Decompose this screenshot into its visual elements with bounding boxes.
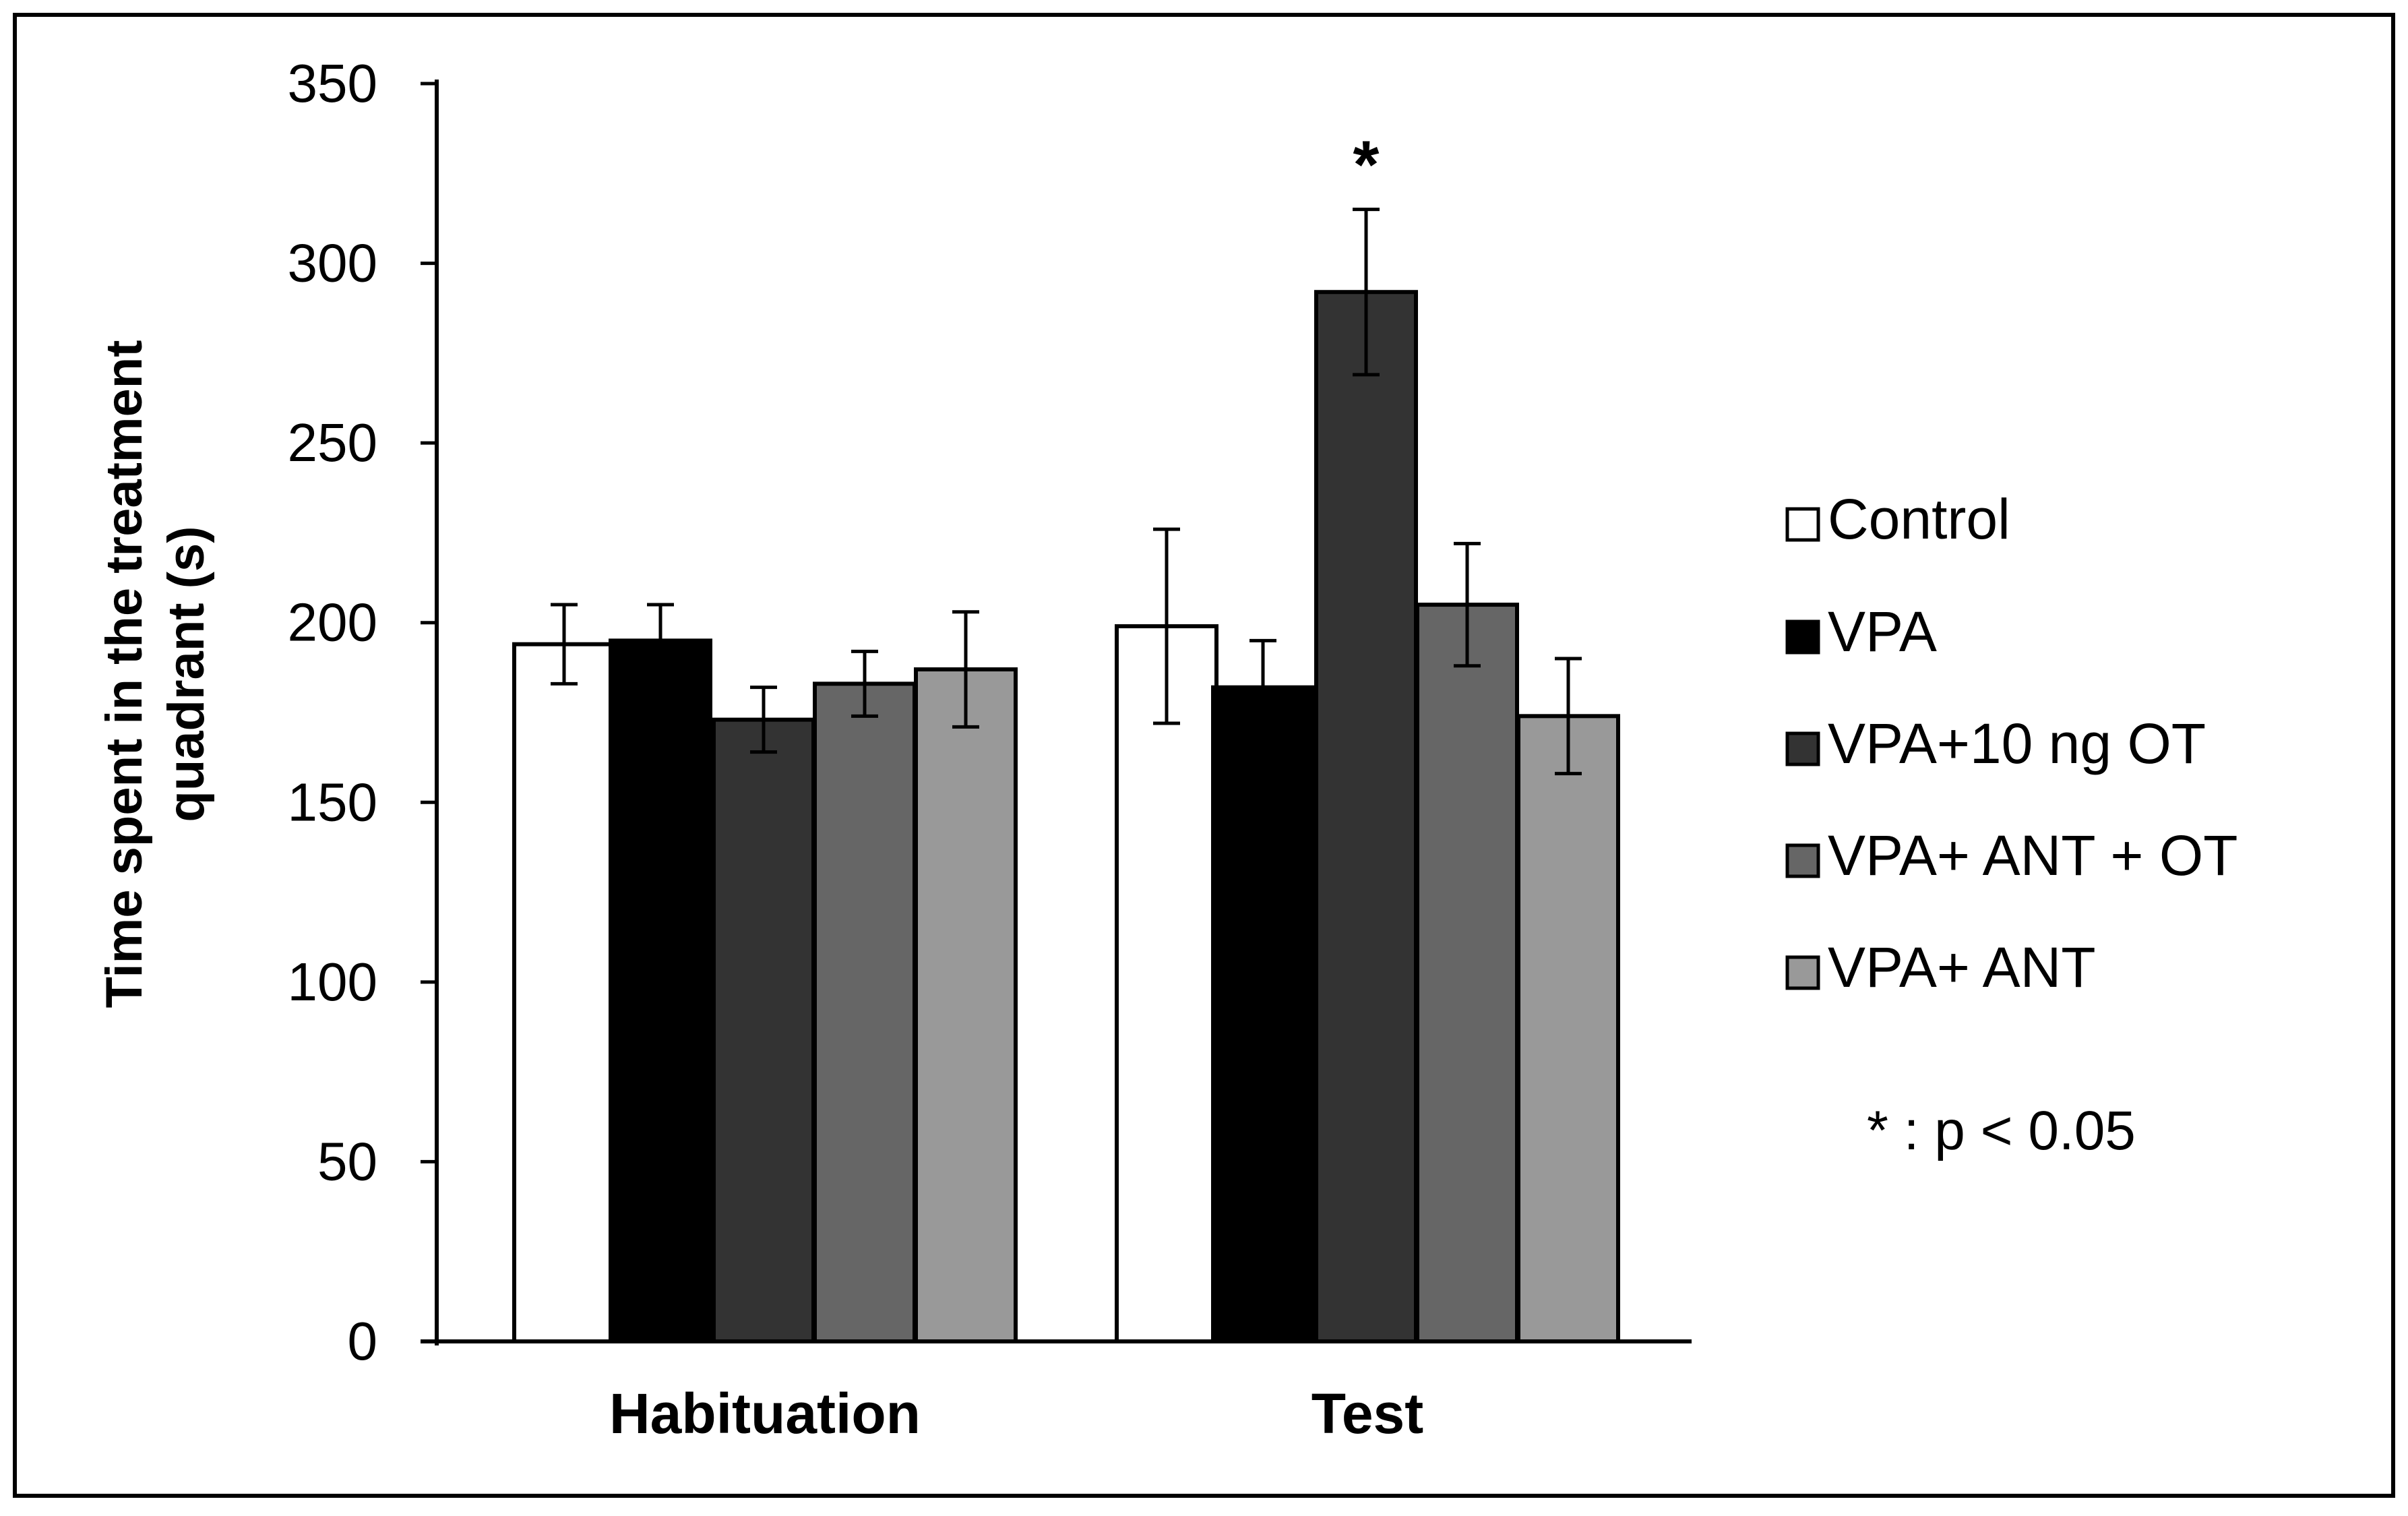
bar-test-vpa-ant (1516, 714, 1620, 1343)
legend-item-vpa-ant: VPA+ ANT (1785, 936, 2096, 999)
legend-label: VPA+ ANT + OT (1828, 824, 2237, 887)
error-bar-test-vpa-10-ng-ot (1353, 208, 1380, 377)
legend-label: VPA+10 ng OT (1828, 712, 2206, 775)
y-axis-label: Time spent in the treatment quadrant (s) (96, 340, 215, 1008)
x-axis-labels: Habituation Test (609, 1382, 1423, 1445)
bar-series (512, 290, 1620, 1344)
bar-test-control (1115, 624, 1218, 1344)
error-bar-test-vpa-ant-ot (1454, 541, 1481, 668)
error-bar-habituation-vpa-ant (952, 610, 979, 729)
bar-test-vpa-10-ng-ot (1314, 290, 1418, 1343)
legend-item-vpa-ant-ot: VPA+ ANT + OT (1785, 824, 2237, 887)
legend-label: VPA+ ANT (1828, 936, 2096, 999)
error-bar-test-vpa-ant (1555, 657, 1582, 776)
legend-item-vpa-10-ng-ot: VPA+10 ng OT (1785, 712, 2206, 775)
legend-item-control: Control (1785, 487, 2010, 551)
legend-swatch (1785, 619, 1820, 655)
bar-test-vpa (1211, 685, 1315, 1343)
y-tick-label: 350 (288, 53, 377, 113)
legend-swatch (1785, 731, 1820, 766)
bar-habituation-vpa-ant (914, 667, 1018, 1343)
bar-habituation-vpa-ant-ot (813, 681, 917, 1343)
y-axis-ticks: 0 50 100 150 200 250 300 350 (288, 53, 437, 1371)
x-label-test: Test (1311, 1382, 1423, 1445)
y-tick-label: 100 (288, 952, 377, 1012)
error-bar-habituation-vpa-10-ng-ot (750, 686, 777, 754)
legend-label: Control (1828, 487, 2010, 551)
error-bar-habituation-vpa (647, 603, 674, 679)
y-tick-label: 0 (348, 1311, 378, 1371)
legend-swatch (1785, 955, 1820, 990)
y-tick-label: 300 (288, 233, 377, 293)
y-tick-label: 150 (288, 772, 377, 832)
x-label-habituation: Habituation (609, 1382, 921, 1445)
legend-label: VPA (1828, 600, 1937, 663)
bar-habituation-vpa-10-ng-ot (712, 717, 815, 1343)
y-tick-label: 250 (288, 413, 377, 473)
annotations: * (1353, 127, 1380, 203)
y-tick-label: 50 (317, 1131, 377, 1191)
error-bars (551, 208, 1582, 776)
significance-note: * : p < 0.05 (1867, 1100, 2136, 1161)
legend: Control VPA VPA+10 ng OT VPA+ ANT + OT VPA+ … (1785, 487, 2237, 999)
legend-swatch (1785, 507, 1820, 542)
error-bar-test-vpa (1249, 638, 1276, 736)
error-bar-test-control (1153, 527, 1180, 725)
y-tick-label: 200 (288, 593, 377, 653)
error-bar-habituation-control (551, 603, 578, 686)
error-bar-habituation-vpa-ant-ot (851, 649, 878, 718)
significance-star: * (1353, 127, 1380, 203)
bar-habituation-vpa (609, 638, 712, 1343)
legend-item-vpa: VPA (1785, 600, 1937, 663)
y-axis-label-line-2: quadrant (s) (158, 526, 215, 822)
y-axis-label-line-1: Time spent in the treatment (96, 340, 153, 1008)
legend-swatch (1785, 843, 1820, 878)
bar-habituation-control (512, 642, 616, 1343)
bar-test-vpa-ant-ot (1415, 603, 1519, 1343)
